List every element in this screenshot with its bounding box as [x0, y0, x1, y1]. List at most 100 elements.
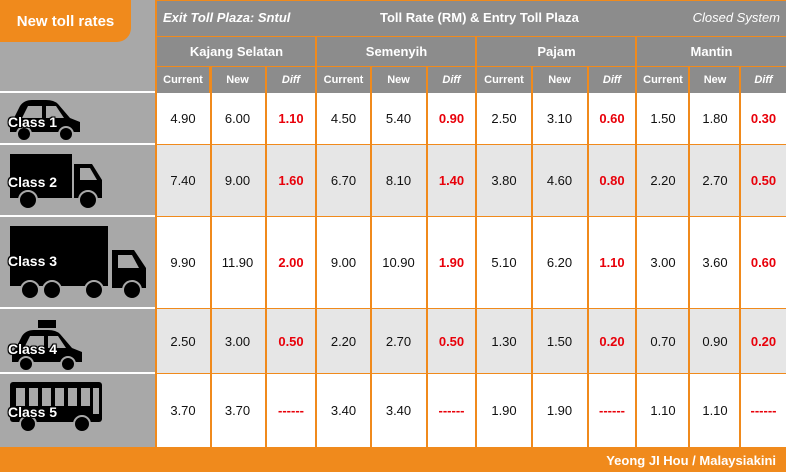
sub-header-current: Current [477, 67, 531, 93]
plaza-header: Semenyih [317, 37, 476, 66]
rate-new-cell: 6.00 [224, 111, 251, 126]
rate-current-cell: 4.50 [330, 111, 357, 126]
sub-header-diff: Diff [427, 67, 476, 93]
column-divider [531, 67, 533, 447]
vehicle-class-label: Class 1 [8, 114, 58, 130]
group-divider [635, 37, 637, 67]
column-divider [315, 67, 317, 447]
column-divider [688, 67, 690, 447]
taxi-icon [8, 318, 86, 379]
plaza-header: Mantin [637, 37, 786, 66]
rate-diff-cell: 0.20 [750, 333, 777, 349]
row-divider [0, 91, 155, 93]
rate-new-cell: 2.70 [385, 333, 412, 349]
rate-diff-cell: 1.40 [438, 173, 465, 188]
sub-header-new: New [690, 67, 740, 93]
vehicle-class-label: Class 2 [8, 174, 58, 190]
rate-diff-cell: ------ [438, 403, 465, 418]
rate-current-cell: 2.20 [330, 333, 357, 349]
column-divider [210, 67, 212, 447]
rate-diff-cell: ------ [599, 403, 625, 418]
rate-diff-cell: ------ [278, 403, 304, 418]
group-divider [315, 37, 317, 67]
rate-current-cell: 5.10 [491, 255, 517, 270]
column-divider [426, 67, 428, 447]
row-divider [0, 215, 155, 217]
rate-new-cell: 3.10 [546, 111, 573, 126]
table-row [157, 93, 786, 144]
table-row [157, 309, 786, 373]
rate-new-cell: 10.90 [382, 255, 415, 270]
rate-current-cell: 2.50 [491, 111, 517, 126]
rate-diff-cell: 0.60 [750, 255, 777, 270]
column-divider [739, 67, 741, 447]
sub-header-diff: Diff [266, 67, 316, 93]
rate-current-cell: 0.70 [650, 333, 676, 349]
rate-current-cell: 4.90 [170, 111, 196, 126]
rate-diff-cell: 0.80 [599, 173, 625, 188]
credit-text: Yeong JI Hou / Malaysiakini [606, 453, 776, 468]
rate-new-cell: 8.10 [385, 173, 412, 188]
rate-current-cell: 9.00 [330, 255, 357, 270]
plaza-header: Pajam [477, 37, 636, 66]
rate-diff-cell: 0.50 [278, 333, 304, 349]
rate-current-cell: 3.80 [491, 173, 517, 188]
rate-new-cell: 1.90 [546, 403, 573, 418]
rate-diff-cell: 0.20 [599, 333, 625, 349]
vehicle-class-label: Class 5 [8, 404, 58, 420]
sub-header-diff: Diff [588, 67, 636, 93]
column-divider [475, 67, 477, 447]
rate-diff-cell: 0.50 [438, 333, 465, 349]
system-label: Closed System [692, 10, 780, 25]
rate-new-cell: 1.10 [702, 403, 728, 418]
rate-new-cell: 0.90 [702, 333, 728, 349]
sub-header-diff: Diff [741, 67, 786, 93]
rate-current-cell: 3.70 [170, 403, 196, 418]
vehicle-class-label: Class 4 [8, 341, 58, 357]
exit-plaza-label: Exit Toll Plaza: Sntul [163, 10, 291, 25]
rate-diff-cell: 1.90 [438, 255, 465, 270]
rate-diff-cell: 1.60 [278, 173, 304, 188]
vehicle-class-label: Class 3 [8, 253, 58, 269]
rate-current-cell: 9.90 [170, 255, 196, 270]
rate-new-cell: 3.70 [224, 403, 251, 418]
rate-diff-cell: 0.90 [438, 111, 465, 126]
rate-current-cell: 2.50 [170, 333, 196, 349]
sub-header-current: Current [637, 67, 689, 93]
car-icon [6, 96, 84, 147]
row-divider [0, 307, 155, 309]
rate-new-cell: 1.50 [546, 333, 573, 349]
sub-header-new: New [532, 67, 587, 93]
rate-current-cell: 7.40 [170, 173, 196, 188]
bus-icon [8, 380, 104, 439]
footer-bar [0, 449, 786, 472]
column-divider [635, 67, 637, 447]
rate-new-cell: 1.80 [702, 111, 728, 126]
toll-rate-heading: Toll Rate (RM) & Entry Toll Plaza [380, 10, 579, 25]
rate-new-cell: 9.00 [224, 173, 251, 188]
lorry-icon [8, 150, 106, 217]
rate-current-cell: 2.20 [650, 173, 676, 188]
rate-current-cell: 3.00 [650, 255, 676, 270]
table-row [157, 145, 786, 216]
sub-header-current: Current [157, 67, 209, 93]
rate-diff-cell: 2.00 [278, 255, 304, 270]
sub-header-current: Current [317, 67, 370, 93]
rate-new-cell: 6.20 [546, 255, 573, 270]
rate-current-cell: 1.90 [491, 403, 517, 418]
table-row [157, 374, 786, 447]
rate-diff-cell: 1.10 [599, 255, 625, 270]
group-divider [475, 37, 477, 67]
column-divider [370, 67, 372, 447]
rate-current-cell: 1.50 [650, 111, 676, 126]
rate-diff-cell: 0.60 [599, 111, 625, 126]
rate-current-cell: 1.30 [491, 333, 517, 349]
sub-header-new: New [210, 67, 265, 93]
rate-current-cell: 6.70 [330, 173, 357, 188]
column-divider [587, 67, 589, 447]
truck-icon [8, 222, 150, 307]
rate-new-cell: 11.90 [221, 255, 254, 270]
rate-diff-cell: 0.50 [750, 173, 777, 188]
row-divider [0, 372, 155, 374]
rate-new-cell: 5.40 [385, 111, 412, 126]
